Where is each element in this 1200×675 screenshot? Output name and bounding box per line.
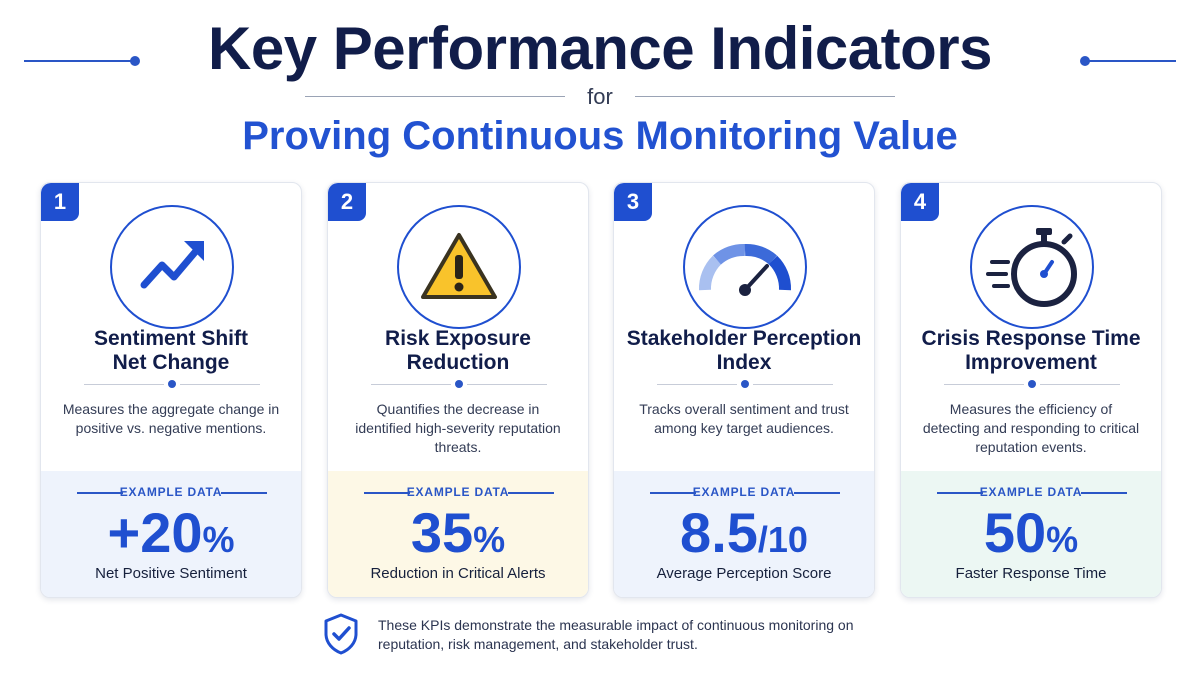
card-title: Stakeholder Perception Index xyxy=(614,327,874,375)
kpi-caption: Faster Response Time xyxy=(955,565,1107,582)
example-data-panel: EXAMPLE DATA 35% Reduction in Critical A… xyxy=(328,471,588,597)
card-divider-left xyxy=(84,384,164,385)
card-divider-dot xyxy=(741,380,749,388)
card-title-line-2: Reduction xyxy=(406,351,510,374)
kpi-card-sentiment-shift: 1 Sentiment Shift Net Change Measures th… xyxy=(40,182,302,598)
card-divider-right xyxy=(180,384,260,385)
example-data-label: EXAMPLE DATA xyxy=(979,485,1083,499)
kpi-value-suffix: % xyxy=(202,519,235,560)
card-divider-left xyxy=(657,384,737,385)
card-title-line-1: Stakeholder Perception xyxy=(626,327,862,350)
card-divider-left xyxy=(944,384,1024,385)
connector-row: for xyxy=(0,84,1200,110)
card-description: Measures the efficiency of detecting and… xyxy=(922,401,1140,455)
kpi-caption: Reduction in Critical Alerts xyxy=(370,565,546,582)
stopwatch-icon xyxy=(970,205,1094,329)
kpi-value-suffix: /10 xyxy=(757,519,808,560)
title-left-dot xyxy=(130,56,140,66)
card-title-line-1: Sentiment Shift xyxy=(93,327,248,350)
card-number-badge: 1 xyxy=(41,183,79,221)
card-description: Quantifies the decrease in identified hi… xyxy=(355,401,561,455)
kpi-value-suffix: % xyxy=(1046,519,1079,560)
kpi-value-number: 50 xyxy=(983,501,1047,564)
shield-check-icon xyxy=(322,612,360,656)
example-label-left-line xyxy=(937,492,983,494)
example-data-label: EXAMPLE DATA xyxy=(692,485,796,499)
card-description: Measures the aggregate change in positiv… xyxy=(62,401,280,436)
card-title-line-1: Risk Exposure xyxy=(385,327,531,350)
card-divider-dot xyxy=(455,380,463,388)
title-left-rule xyxy=(24,60,132,62)
card-title-line-2: Index xyxy=(716,351,772,374)
warning-triangle-icon xyxy=(397,205,521,329)
example-label-left-line xyxy=(77,492,123,494)
card-title-line-2: Net Change xyxy=(112,351,230,374)
card-divider-dot xyxy=(1028,380,1036,388)
kpi-caption: Average Perception Score xyxy=(656,565,832,582)
example-data-label: EXAMPLE DATA xyxy=(119,485,223,499)
connector-text: for xyxy=(587,84,613,109)
card-divider-right xyxy=(467,384,547,385)
kpi-value: 35% xyxy=(328,503,588,578)
connector-right-line xyxy=(635,96,895,97)
card-title: Risk Exposure Reduction xyxy=(328,327,588,375)
title-right-dot xyxy=(1080,56,1090,66)
card-title: Sentiment Shift Net Change xyxy=(41,327,301,375)
card-number-badge: 4 xyxy=(901,183,939,221)
kpi-value: +20% xyxy=(41,503,301,578)
example-data-panel: EXAMPLE DATA 8.5/10 Average Perception S… xyxy=(614,471,874,597)
example-label-right-line xyxy=(794,492,840,494)
kpi-value: 8.5/10 xyxy=(614,503,874,578)
example-label-right-line xyxy=(1081,492,1127,494)
example-label-left-line xyxy=(650,492,696,494)
card-divider-right xyxy=(1040,384,1120,385)
card-divider-left xyxy=(371,384,451,385)
card-number-badge: 2 xyxy=(328,183,366,221)
example-label-left-line xyxy=(364,492,410,494)
card-title-line-2: Improvement xyxy=(965,351,1097,374)
example-data-panel: EXAMPLE DATA +20% Net Positive Sentiment xyxy=(41,471,301,597)
kpi-card-risk-exposure: 2 Risk Exposure Reduction Quantifies the… xyxy=(327,182,589,598)
example-label-right-line xyxy=(508,492,554,494)
footer-note: These KPIs demonstrate the measurable im… xyxy=(378,617,854,652)
kpi-caption: Net Positive Sentiment xyxy=(95,565,247,582)
example-label-right-line xyxy=(221,492,267,494)
card-title: Crisis Response Time Improvement xyxy=(901,327,1161,375)
kpi-value: 50% xyxy=(901,503,1161,578)
kpi-value-number: 35 xyxy=(410,501,474,564)
page-title: Key Performance Indicators xyxy=(208,15,992,82)
card-divider-dot xyxy=(168,380,176,388)
card-divider-right xyxy=(753,384,833,385)
connector-left-line xyxy=(305,96,565,97)
example-data-label: EXAMPLE DATA xyxy=(406,485,510,499)
kpi-card-stakeholder-perception: 3 Stakeholder Perception Index Tracks ov… xyxy=(613,182,875,598)
kpi-value-number: +20 xyxy=(107,501,203,564)
example-data-panel: EXAMPLE DATA 50% Faster Response Time xyxy=(901,471,1161,597)
page-header: Key Performance Indicators for Proving C… xyxy=(0,0,1200,170)
card-title-line-1: Crisis Response Time xyxy=(921,327,1141,350)
title-right-rule xyxy=(1084,60,1176,62)
kpi-card-crisis-response: 4 Crisis Response Time Improvement Measu… xyxy=(900,182,1162,598)
kpi-value-number: 8.5 xyxy=(680,501,758,564)
card-number-badge: 3 xyxy=(614,183,652,221)
gauge-icon xyxy=(683,205,807,329)
kpi-value-suffix: % xyxy=(473,519,506,560)
trending-up-arrow-icon xyxy=(110,205,234,329)
card-description: Tracks overall sentiment and trust among… xyxy=(639,401,849,436)
page-subtitle: Proving Continuous Monitoring Value xyxy=(242,114,958,158)
